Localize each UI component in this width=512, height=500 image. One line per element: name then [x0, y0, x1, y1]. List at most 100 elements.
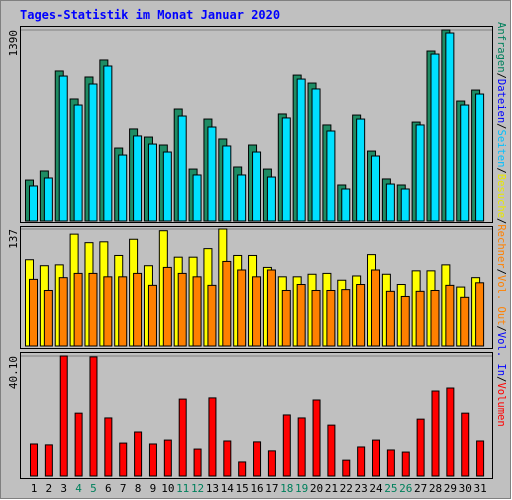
x-tick-label: 1: [31, 482, 38, 495]
bar: [431, 390, 440, 477]
bar: [341, 188, 351, 222]
x-tick-label: 14: [221, 482, 235, 495]
bar: [475, 93, 485, 222]
bar: [326, 289, 336, 347]
bar: [88, 272, 98, 347]
x-tick-label: 22: [340, 482, 353, 495]
bar: [476, 440, 485, 477]
x-tick-label: 25: [384, 482, 397, 495]
x-tick-label: 13: [206, 482, 219, 495]
bar: [133, 272, 143, 347]
x-tick-label: 6: [105, 482, 112, 495]
bar: [253, 441, 262, 477]
legend-separator: /: [495, 73, 507, 79]
x-tick-label: 8: [135, 482, 142, 495]
bar: [281, 289, 291, 347]
bar: [133, 135, 143, 222]
bar: [281, 117, 291, 222]
x-tick-label: 2: [46, 482, 53, 495]
bar: [237, 269, 247, 347]
bar: [326, 130, 336, 222]
bar: [371, 269, 381, 347]
y-tick-label: 137: [7, 229, 20, 249]
x-tick-label: 29: [444, 482, 457, 495]
bar: [460, 104, 470, 222]
bar: [267, 450, 276, 477]
bar: [385, 290, 395, 347]
bar: [192, 276, 202, 347]
bar: [296, 284, 306, 347]
bar: [445, 284, 455, 347]
bar: [207, 284, 217, 347]
x-tick-label: 15: [236, 482, 249, 495]
bar: [237, 174, 247, 222]
bar: [44, 444, 53, 477]
x-tick-label: 3: [60, 482, 67, 495]
bar: [400, 295, 410, 347]
legend-entry: Vol. In: [495, 332, 507, 376]
x-tick-label: 4: [75, 482, 82, 495]
x-tick-label: 21: [325, 482, 338, 495]
x-tick-label: 19: [295, 482, 308, 495]
bar: [58, 75, 68, 222]
bar: [372, 439, 381, 477]
bar: [356, 284, 366, 347]
bar: [341, 289, 351, 347]
bar: [312, 399, 321, 477]
bar: [297, 417, 306, 477]
bar: [357, 446, 366, 477]
legend-separator: /: [495, 269, 507, 275]
bar: [446, 387, 455, 477]
bar: [415, 124, 425, 222]
bar: [74, 412, 83, 477]
bar: [162, 266, 172, 347]
bar: [73, 272, 83, 347]
bar: [222, 260, 232, 347]
bar: [147, 143, 157, 222]
bar: [43, 289, 53, 347]
x-tick-label: 28: [429, 482, 442, 495]
bar: [252, 276, 262, 347]
bar: [311, 88, 321, 222]
bar: [118, 276, 128, 347]
y-tick-label: 40.10: [7, 356, 20, 389]
bar: [416, 418, 425, 477]
legend-entry: Seiten: [495, 130, 507, 168]
bar: [461, 412, 470, 477]
x-tick-label: 7: [120, 482, 127, 495]
bar: [386, 449, 395, 477]
legend-entry: Dateien: [495, 79, 507, 123]
bar: [400, 188, 410, 222]
bar: [222, 145, 232, 222]
bar: [356, 118, 366, 222]
bar: [89, 356, 98, 477]
bar: [238, 461, 247, 477]
side-legend: Anfragen/Dateien/Seiten/Besuche/Rechner/…: [495, 22, 507, 427]
bar: [147, 284, 157, 347]
x-tick-label: 31: [473, 482, 486, 495]
x-tick-label: 16: [250, 482, 263, 495]
bar: [415, 290, 425, 347]
bar: [445, 32, 455, 222]
bar: [252, 151, 262, 222]
legend-entry: Besuche: [495, 174, 507, 218]
bar: [162, 151, 172, 222]
bar: [430, 289, 440, 347]
bar: [192, 174, 202, 222]
bar: [371, 155, 381, 222]
x-tick-label: 5: [90, 482, 97, 495]
legend-entry: Rechner: [495, 224, 507, 268]
bar: [401, 451, 410, 477]
x-tick-label: 24: [369, 482, 383, 495]
x-tick-label: 12: [191, 482, 204, 495]
legend-entry: Volumen: [495, 382, 507, 426]
x-tick-label: 26: [399, 482, 412, 495]
bar: [43, 177, 53, 222]
bar: [104, 417, 113, 477]
bar: [282, 414, 291, 477]
bar: [30, 443, 38, 477]
legend-separator: /: [495, 326, 507, 332]
legend-entry: Vol. Out: [495, 275, 507, 326]
